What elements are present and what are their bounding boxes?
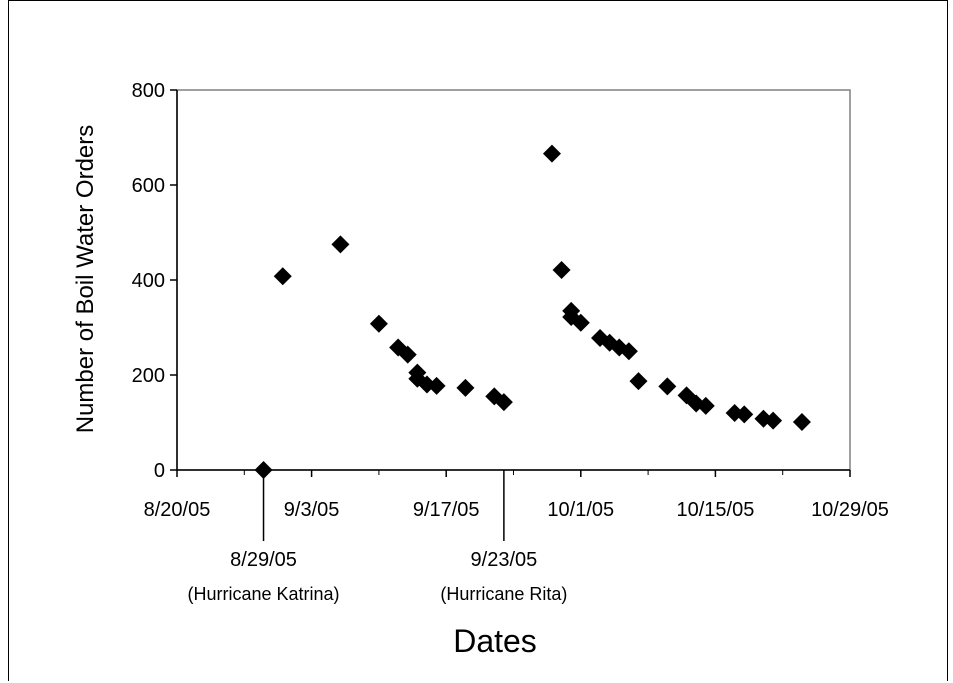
data-point [254,461,273,479]
x-axis: 8/20/05 9/3/05 9/17/05 10/1/05 10/15/05 10/29… [144,469,889,521]
y-tick-label: 400 [132,270,165,292]
event-date-label: 9/23/05 [471,549,538,571]
data-point [735,405,754,424]
y-tick-label: 200 [132,365,165,387]
y-tick-label: 600 [132,175,165,197]
data-point [696,396,715,415]
x-axis-label: Dates [453,623,537,659]
data-point [369,314,388,333]
data-point [658,377,677,396]
annotations: 8/29/05 (Hurricane Katrina) 9/23/05 (Hurric… [187,470,567,604]
data-point [273,267,292,286]
data-point [456,378,475,397]
data-point [494,393,513,412]
data-point [764,411,783,430]
x-tick-label: 8/20/05 [144,499,211,521]
event-date-label: 8/29/05 [230,549,297,571]
chart-frame [8,0,948,681]
x-tick-label: 10/1/05 [547,499,614,521]
event-name-label: (Hurricane Katrina) [187,584,339,604]
data-point [542,144,561,163]
x-tick-label: 9/17/05 [413,499,480,521]
y-tick-label: 800 [132,80,165,102]
data-point [619,342,638,361]
data-point [398,345,417,364]
data-point [792,413,811,432]
data-point [629,372,648,391]
x-tick-label: 10/15/05 [676,499,754,521]
data-point [427,376,446,395]
x-tick-label: 9/3/05 [284,499,340,521]
data-point [571,313,590,332]
event-name-label: (Hurricane Rita) [440,584,567,604]
data-point [552,261,571,280]
y-tick-label: 0 [154,460,165,482]
y-axis-label: Number of Boil Water Orders [72,125,99,434]
data-point [331,235,350,254]
y-axis: 0 200 400 600 800 [132,80,178,482]
x-tick-label: 10/29/05 [811,499,889,521]
data-points [254,144,811,479]
